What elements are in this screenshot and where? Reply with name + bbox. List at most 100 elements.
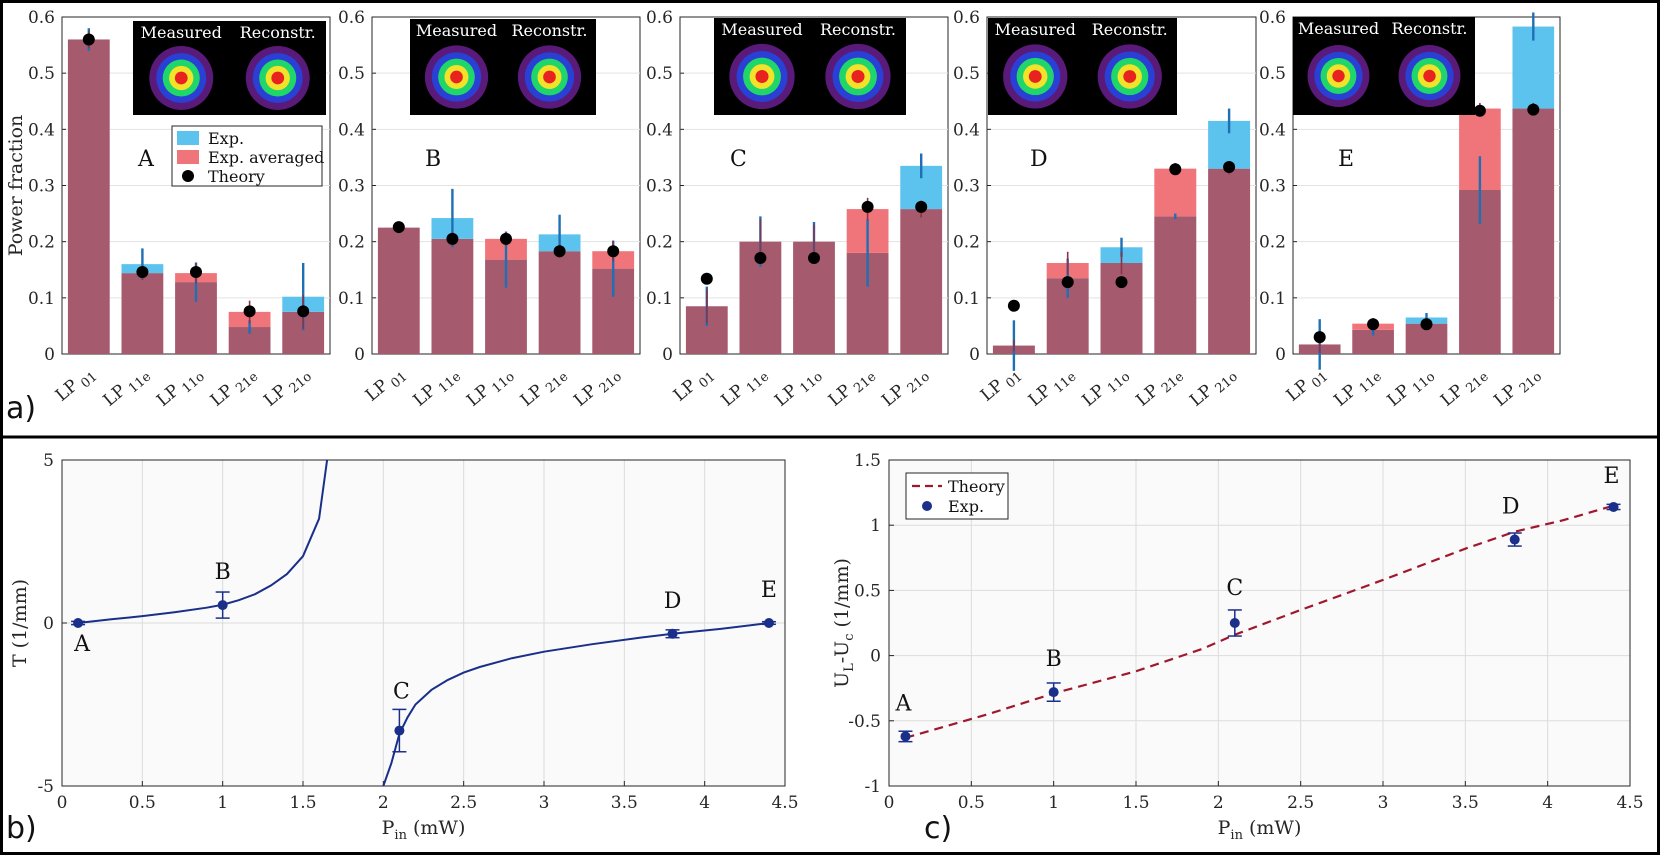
y-tick-label: 0.5 — [854, 581, 881, 601]
data-point — [217, 600, 228, 611]
theory-point — [1169, 163, 1182, 176]
legend-marker-exp — [922, 501, 932, 511]
theory-curve-branch-1 — [77, 460, 329, 624]
x-tick-label: 1 — [217, 793, 228, 813]
inset-title-measured: Measured — [995, 20, 1076, 39]
bar-overlap — [431, 238, 474, 354]
panel-label-b: b) — [6, 811, 37, 846]
theory-point — [1420, 318, 1433, 331]
legend-label-exp: Exp. — [208, 129, 244, 148]
theory-point — [1115, 276, 1128, 289]
y-tick-label: 0.4 — [646, 120, 673, 140]
axes-box — [61, 459, 786, 787]
theory-point — [297, 305, 310, 318]
y-axis-label: Power fraction — [5, 115, 27, 257]
inset-title-measured: Measured — [721, 20, 802, 39]
y-tick-label: 0.3 — [338, 177, 365, 197]
theory-point — [500, 232, 512, 245]
y-tick-label: 0.2 — [953, 233, 980, 253]
data-point — [1509, 534, 1520, 545]
y-tick-label: 0.6 — [1259, 8, 1286, 28]
bar-overlap — [538, 251, 581, 354]
theory-point — [82, 33, 95, 46]
legend-swatch-exp-averaged — [177, 150, 199, 164]
y-tick-label: 0.3 — [646, 177, 673, 197]
y-tick-label: 0.6 — [646, 8, 673, 28]
line-panel-c: 0 0.5 1 1.5 2 2.5 3 3.5 4 4.5 -1 -0.5 0 0.5 1 1.5 A B C D E P… — [831, 451, 1644, 843]
bar-overlap — [1208, 168, 1251, 354]
y-tick-label: 0.5 — [338, 64, 365, 84]
theory-point — [1473, 104, 1486, 117]
beam-core — [1423, 69, 1436, 83]
mode-image-inset: Measured Reconstr. — [133, 21, 326, 115]
x-tick-label: 3 — [1378, 793, 1389, 813]
bar-exp-averaged — [1154, 168, 1197, 217]
point-label: B — [1046, 647, 1062, 672]
inset-title-reconstructed: Reconstr. — [1391, 19, 1467, 38]
theory-point — [1527, 103, 1540, 116]
inset-title-reconstructed: Reconstr. — [240, 23, 316, 42]
theory-point — [136, 265, 149, 278]
theory-point — [915, 200, 928, 213]
y-tick-label: 0.2 — [338, 233, 365, 253]
x-tick-label: 0.5 — [958, 793, 985, 813]
y-tick-label: 0.4 — [338, 120, 365, 140]
mode-image-inset: Measured Reconstr. — [714, 18, 906, 115]
bar-overlap — [900, 209, 943, 354]
bar-overlap — [377, 227, 420, 354]
y-tick-label: 1.5 — [854, 451, 881, 471]
legend-swatch-exp — [177, 131, 199, 145]
x-tick-label: 4.5 — [771, 793, 798, 813]
theory-point — [1313, 331, 1326, 344]
panel-label-a: a) — [6, 391, 36, 426]
y-tick-label: 0.6 — [28, 8, 55, 28]
panel-case-label: E — [1338, 147, 1354, 172]
theory-point — [446, 232, 459, 245]
y-tick-label: 0.3 — [1259, 177, 1286, 197]
x-tick-label: 4.5 — [1616, 793, 1643, 813]
y-tick-label: 0.5 — [1259, 64, 1286, 84]
beam-core — [1123, 70, 1137, 83]
x-tick-label: 1 — [1048, 793, 1059, 813]
x-tick-label: 4 — [699, 793, 710, 813]
plot-content — [77, 460, 770, 786]
point-label: B — [215, 560, 231, 585]
beam-core — [1028, 70, 1042, 83]
theory-point — [1223, 160, 1236, 173]
data-point — [73, 618, 84, 628]
x-tick-label: 0 — [884, 793, 895, 813]
data-point — [1048, 687, 1059, 698]
legend-label-exp: Exp. — [948, 497, 984, 516]
plot-area — [889, 460, 1630, 786]
x-tick-label: 1.5 — [1122, 793, 1149, 813]
y-tick-label: -1 — [864, 777, 881, 797]
panel-case-label: A — [137, 147, 155, 172]
data-point — [667, 628, 678, 639]
point-label: A — [895, 691, 913, 716]
x-tick-label: 2.5 — [450, 793, 477, 813]
theory-dashed-line — [905, 504, 1614, 739]
y-tick-label: 5 — [43, 451, 54, 471]
y-tick-label: 0.6 — [953, 8, 980, 28]
inset-title-reconstructed: Reconstr. — [511, 21, 587, 40]
inset-title-measured: Measured — [1298, 19, 1379, 38]
y-tick-label: 0.1 — [338, 289, 365, 309]
y-tick-label: 0.2 — [646, 233, 673, 253]
y-axis-label: T (1/mm) — [9, 579, 31, 667]
y-tick-label: 0 — [354, 345, 365, 365]
x-tick-label: 2.5 — [1287, 793, 1314, 813]
y-tick-label: 0.2 — [28, 233, 55, 253]
legend-marker-theory — [182, 170, 194, 182]
theory-point — [190, 265, 202, 278]
y-tick-label: -5 — [37, 777, 54, 797]
bar-overlap — [1154, 216, 1197, 354]
y-tick-label: 0.2 — [1259, 233, 1286, 253]
y-tick-label: 0 — [662, 345, 673, 365]
y-tick-label: 0 — [969, 345, 980, 365]
